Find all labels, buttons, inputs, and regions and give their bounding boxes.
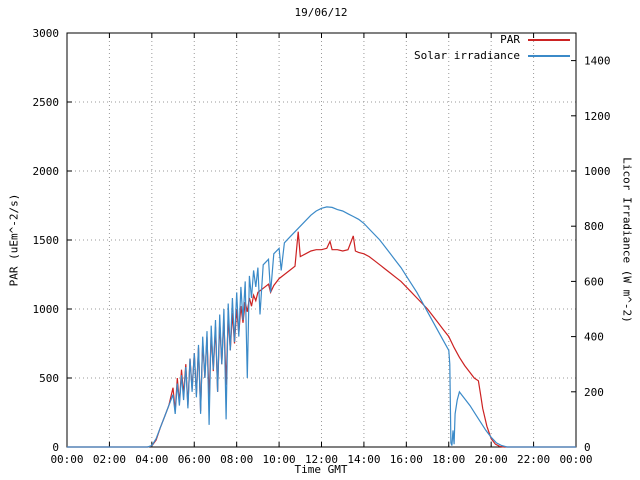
x-tick-label: 02:00 (93, 453, 126, 466)
x-tick-label: 04:00 (135, 453, 168, 466)
x-tick-label: 16:00 (390, 453, 423, 466)
legend-line-sample-par (528, 38, 570, 41)
y-right-tick-label: 0 (584, 441, 591, 454)
x-axis-label: Time GMT (294, 463, 348, 476)
legend-item-par: PAR (500, 33, 570, 46)
y-right-tick-label: 600 (584, 275, 604, 288)
series-line-solar-irradiance (67, 206, 576, 448)
y-right-tick-label: 1000 (584, 165, 611, 178)
x-tick-label: 06:00 (178, 453, 211, 466)
legend-item-solar-irradiance: Solar irradiance (414, 49, 570, 62)
y-axis-label-right: Licor Irradiance (W m^-2) (620, 157, 634, 323)
y-left-tick-label: 1000 (33, 303, 60, 316)
x-tick-label: 18:00 (432, 453, 465, 466)
y-right-tick-label: 800 (584, 220, 604, 233)
legend-label-solar-irradiance: Solar irradiance (414, 49, 520, 62)
y-left-tick-label: 0 (52, 441, 59, 454)
y-axis-label-left: PAR (uEm^-2/s) (7, 193, 21, 287)
y-left-tick-label: 3000 (33, 27, 60, 40)
y-right-tick-label: 1200 (584, 110, 611, 123)
y-right-tick-label: 200 (584, 386, 604, 399)
x-tick-label: 00:00 (50, 453, 83, 466)
x-tick-label: 00:00 (559, 453, 592, 466)
y-left-tick-label: 2500 (33, 96, 60, 109)
y-right-tick-label: 1400 (584, 55, 611, 68)
x-tick-label: 08:00 (220, 453, 253, 466)
y-left-tick-label: 2000 (33, 165, 60, 178)
legend-line-sample-solar-irradiance (528, 54, 570, 57)
chart-title: 19/06/12 (294, 6, 348, 19)
x-tick-label: 22:00 (517, 453, 550, 466)
y-left-tick-label: 1500 (33, 234, 60, 247)
x-tick-label: 12:00 (305, 453, 338, 466)
series-line-par (67, 231, 576, 448)
x-tick-label: 10:00 (263, 453, 296, 466)
x-tick-label: 20:00 (475, 453, 508, 466)
x-tick-label: 14:00 (347, 453, 380, 466)
legend: PAR Solar irradiance (414, 33, 570, 62)
legend-label-par: PAR (500, 33, 520, 46)
y-left-tick-label: 500 (39, 372, 59, 385)
y-right-tick-label: 400 (584, 331, 604, 344)
